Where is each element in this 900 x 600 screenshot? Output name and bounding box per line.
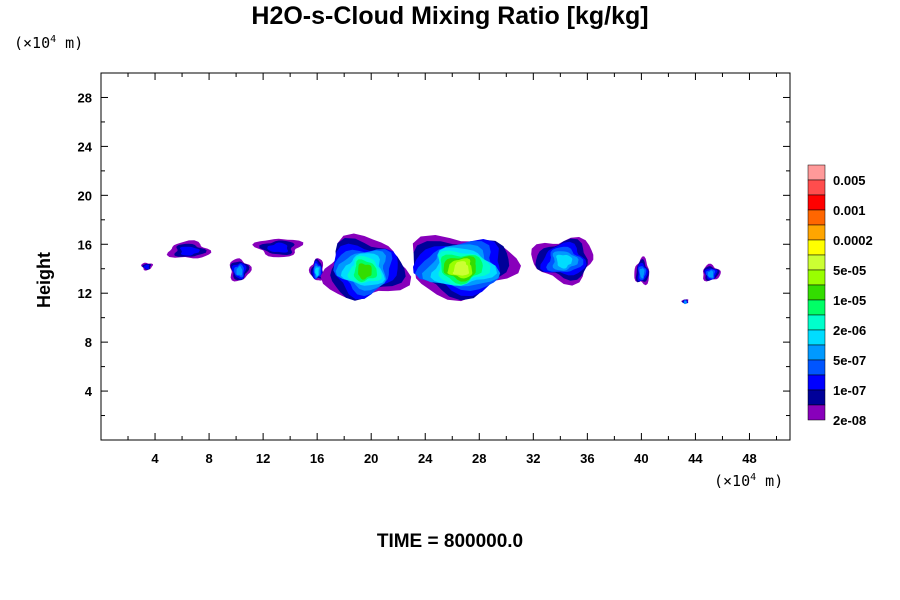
colorbar-label: 0.005 <box>833 173 866 188</box>
colorbar-label: 2e-06 <box>833 323 866 338</box>
y-tick-label: 16 <box>78 237 92 252</box>
cloud-contour <box>315 267 319 276</box>
x-tick-label: 12 <box>256 451 270 466</box>
colorbar-swatch <box>807 179 826 196</box>
cloud-contour <box>180 246 200 256</box>
colorbar-swatch <box>807 284 826 301</box>
y-tick-label: 28 <box>78 90 92 105</box>
cloud-contour <box>236 266 243 276</box>
colorbar: 0.005 0.001 0.0002 5e-05 1e-05 2e-06 5e-07 1e-0… <box>807 164 873 428</box>
time-label: TIME = 800000.0 <box>376 531 524 552</box>
colorbar-swatch <box>807 164 826 181</box>
colorbar-label: 5e-05 <box>833 263 866 278</box>
cloud-field <box>141 233 721 305</box>
colorbar-swatch <box>807 269 826 286</box>
x-tick-label: 32 <box>526 451 540 466</box>
x-tick-label: 20 <box>364 451 378 466</box>
colorbar-swatch <box>807 299 826 316</box>
x-tick-label: 8 <box>205 451 212 466</box>
x-tick-label: 36 <box>580 451 594 466</box>
y-tick-label: 20 <box>78 188 92 203</box>
cloud-contour <box>144 264 150 270</box>
colorbar-swatch <box>807 224 826 241</box>
chart-title: H2O-s-Cloud Mixing Ratio [kg/kg] <box>251 2 649 30</box>
colorbar-label: 1e-07 <box>833 383 866 398</box>
x-unit-label: (×104 m) <box>714 472 784 490</box>
colorbar-swatch <box>807 329 826 346</box>
y-tick-label: 4 <box>85 384 93 399</box>
colorbar-swatch <box>807 359 826 376</box>
x-axis: 4 8 12 16 20 24 28 32 36 40 44 48 <box>127 73 777 466</box>
x-tick-label: 16 <box>310 451 324 466</box>
x-tick-label: 28 <box>472 451 486 466</box>
cloud-contour <box>358 263 372 280</box>
colorbar-label: 2e-08 <box>833 413 866 428</box>
colorbar-swatch <box>807 194 826 211</box>
colorbar-swatch <box>807 254 826 271</box>
colorbar-swatch <box>807 239 826 256</box>
x-tick-label: 4 <box>151 451 159 466</box>
plot-frame <box>100 72 791 441</box>
colorbar-swatch <box>807 314 826 331</box>
colorbar-swatch <box>807 344 826 361</box>
x-tick-label: 44 <box>688 451 703 466</box>
cloud-contour <box>684 300 687 305</box>
x-tick-label: 40 <box>634 451 648 466</box>
colorbar-swatch <box>807 389 826 406</box>
cloud-contour <box>639 268 645 279</box>
x-tick-label: 48 <box>742 451 756 466</box>
y-tick-label: 12 <box>78 286 92 301</box>
colorbar-label: 0.0002 <box>833 233 873 248</box>
colorbar-swatch <box>807 404 826 421</box>
colorbar-label: 1e-05 <box>833 293 866 308</box>
cloud-contour <box>708 270 714 278</box>
y-tick-label: 24 <box>78 139 93 154</box>
y-unit-label: (×104 m) <box>14 34 84 52</box>
colorbar-swatch <box>807 374 826 391</box>
cloud-contour <box>267 242 288 253</box>
y-axis: 4 8 12 16 20 24 28 <box>78 90 790 417</box>
cloud-contour <box>452 261 469 276</box>
cloud-contour <box>556 254 573 269</box>
x-tick-label: 24 <box>418 451 433 466</box>
colorbar-label: 0.001 <box>833 203 866 218</box>
colorbar-swatch <box>807 209 826 226</box>
colorbar-label: 5e-07 <box>833 353 866 368</box>
y-tick-label: 8 <box>85 335 92 350</box>
